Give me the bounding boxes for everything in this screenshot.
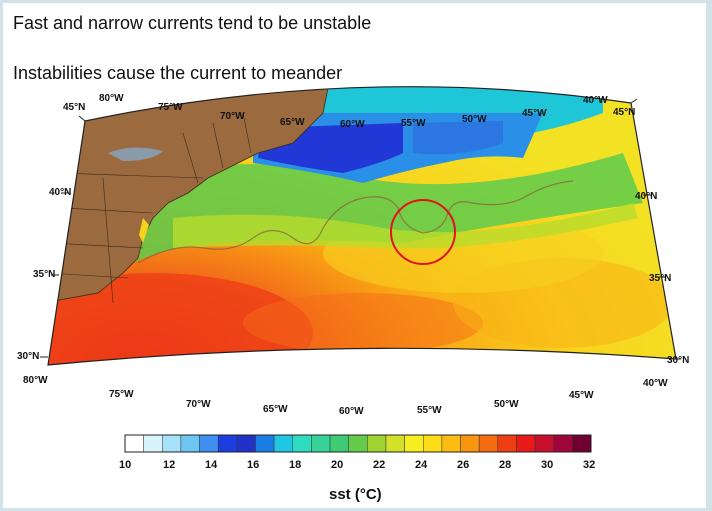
left-lat-label: 45°N — [63, 102, 85, 113]
colorbar-segment — [329, 434, 349, 453]
colorbar-tick-label: 20 — [331, 459, 343, 471]
top-lon-label: 65°W — [280, 117, 305, 128]
colorbar-segment — [367, 434, 387, 453]
gulf-stream-path — [137, 180, 574, 264]
colorbar-title: sst (°C) — [329, 486, 382, 503]
right-lat-label: 35°N — [649, 273, 671, 284]
bottom-lon-label: 80°W — [23, 375, 48, 386]
right-lat-label: 30°N — [667, 355, 689, 366]
colorbar-segment — [516, 434, 536, 453]
bottom-lon-label: 50°W — [494, 399, 519, 410]
colorbar-segment — [180, 434, 200, 453]
slide-text-line-1: Fast and narrow currents tend to be unst… — [13, 13, 372, 33]
colorbar-segment — [348, 434, 368, 453]
colorbar-tick-label: 26 — [457, 459, 469, 471]
colorbar-segment — [311, 434, 331, 453]
north-america-land — [48, 86, 334, 304]
slide-text-line-2: Instabilities cause the current to meand… — [13, 63, 343, 83]
right-lat-label: 45°N — [613, 107, 635, 118]
colorbar-tick-label: 32 — [583, 459, 595, 471]
sst-field — [48, 86, 676, 366]
bottom-lon-label: 40°W — [643, 378, 668, 389]
top-lon-label: 40°W — [583, 95, 608, 106]
colorbar-segment — [478, 434, 499, 453]
colorbar-segment — [292, 434, 312, 453]
colorbar-segment — [422, 434, 443, 453]
top-lon-label: 70°W — [220, 111, 245, 122]
colorbar-segment — [217, 434, 238, 453]
colorbar-tick-label: 28 — [499, 459, 511, 471]
colorbar-segment — [143, 434, 163, 453]
meander-highlight-circle — [390, 199, 456, 265]
colorbar-tick-label: 22 — [373, 459, 385, 471]
left-lat-label: 40°N — [49, 187, 71, 198]
top-lon-label: 60°W — [340, 119, 365, 130]
colorbar-segment — [460, 434, 480, 453]
top-lon-label: 45°W — [522, 108, 547, 119]
colorbar-segment — [534, 434, 554, 453]
colorbar-tick-label: 18 — [289, 459, 301, 471]
colorbar-segment — [404, 434, 424, 453]
top-lon-label: 75°W — [158, 102, 183, 113]
colorbar-segment — [255, 434, 275, 453]
colorbar-segment — [124, 434, 144, 453]
colorbar-tick-label: 24 — [415, 459, 428, 471]
sst-colorbar — [124, 434, 592, 453]
colorbar-tick-label: 10 — [119, 459, 131, 471]
colorbar-tick-label: 16 — [247, 459, 259, 471]
top-lon-label: 80°W — [99, 93, 124, 104]
colorbar-segment — [199, 434, 219, 453]
left-lat-label: 35°N — [33, 269, 55, 280]
bottom-lon-label: 55°W — [417, 405, 442, 416]
colorbar-segment — [236, 434, 256, 453]
slide: Fast and narrow currents tend to be unst… — [3, 3, 706, 508]
colorbar-segment — [553, 434, 573, 453]
bottom-lon-label: 75°W — [109, 389, 134, 400]
colorbar-segment — [273, 434, 294, 453]
colorbar-segment — [572, 434, 592, 453]
sst-map-figure: 80°W 75°W 70°W 65°W 60°W 55°W 50°W 45°W … — [17, 86, 689, 503]
colorbar-frame — [124, 434, 592, 453]
colorbar-segment — [497, 434, 517, 453]
bottom-lon-label: 45°W — [569, 390, 594, 401]
bottom-lon-label: 70°W — [186, 399, 211, 410]
colorbar-segment — [162, 434, 182, 453]
colorbar-segment — [385, 434, 405, 453]
left-lat-label: 30°N — [17, 351, 39, 362]
top-lon-label: 55°W — [401, 118, 426, 129]
right-lat-label: 40°N — [635, 191, 657, 202]
colorbar-tick-label: 12 — [163, 459, 175, 471]
bottom-lon-label: 60°W — [339, 406, 364, 417]
colorbar-tick-label: 14 — [205, 459, 218, 471]
colorbar-tick-label: 30 — [541, 459, 553, 471]
bottom-lon-label: 65°W — [263, 404, 288, 415]
colorbar-segment — [441, 434, 461, 453]
top-lon-label: 50°W — [462, 114, 487, 125]
